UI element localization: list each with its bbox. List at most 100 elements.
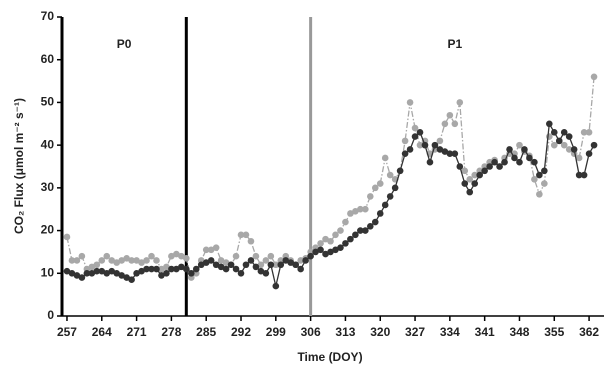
data-point — [531, 176, 538, 183]
data-point — [63, 267, 71, 275]
data-point — [362, 227, 369, 234]
data-point — [113, 259, 120, 266]
data-point — [78, 252, 86, 260]
data-point — [173, 250, 180, 258]
data-point — [362, 205, 369, 213]
data-point — [411, 124, 419, 132]
data-point — [163, 263, 170, 271]
y-tick-label: 20 — [41, 223, 55, 237]
data-point — [451, 150, 459, 157]
data-point — [118, 272, 125, 279]
data-point — [546, 133, 553, 140]
data-point — [307, 252, 314, 260]
data-point — [128, 257, 135, 264]
data-point — [451, 120, 459, 128]
data-point — [496, 163, 503, 170]
data-point — [272, 261, 280, 269]
data-point — [391, 184, 399, 192]
data-point — [242, 261, 250, 269]
data-point — [546, 120, 553, 128]
data-point — [406, 99, 414, 106]
data-point — [98, 267, 106, 275]
y-tick-label: 50 — [41, 95, 55, 109]
x-tick-label: 271 — [127, 325, 147, 339]
y-tick-label: 60 — [41, 52, 55, 66]
x-tick-label: 264 — [92, 325, 112, 339]
data-point — [153, 257, 160, 264]
data-point — [178, 252, 185, 260]
data-point — [227, 261, 235, 269]
data-point — [332, 231, 339, 239]
data-point — [376, 210, 384, 217]
data-point — [366, 193, 374, 200]
data-point — [376, 180, 384, 187]
x-tick-label: 292 — [231, 325, 251, 339]
x-tick-label: 299 — [266, 325, 286, 339]
data-point — [302, 257, 309, 264]
data-point — [83, 269, 91, 277]
data-point — [133, 257, 140, 264]
data-point — [580, 171, 588, 179]
data-point — [257, 261, 265, 269]
data-point — [536, 171, 543, 179]
data-point — [138, 259, 145, 266]
series-line — [66, 76, 595, 279]
data-point — [158, 265, 165, 273]
data-point — [143, 265, 150, 273]
data-point — [267, 261, 275, 269]
data-point — [297, 257, 304, 264]
data-point — [262, 257, 270, 264]
data-point — [163, 269, 170, 277]
data-point — [585, 150, 593, 157]
data-point — [88, 269, 96, 277]
x-tick-label: 341 — [475, 325, 495, 339]
data-point — [516, 141, 523, 149]
data-point — [297, 265, 304, 273]
x-tick-label: 362 — [579, 325, 599, 339]
data-point — [526, 154, 533, 162]
data-point — [78, 274, 86, 281]
data-point — [456, 99, 464, 106]
data-point — [108, 267, 116, 275]
data-point — [371, 218, 379, 226]
x-tick-label: 348 — [509, 325, 529, 339]
data-point — [565, 146, 573, 153]
data-point — [123, 274, 130, 281]
data-point — [73, 257, 81, 264]
data-point — [396, 167, 404, 175]
data-point — [237, 269, 245, 277]
data-point — [550, 141, 558, 149]
annotation: P0 — [117, 37, 132, 51]
data-point — [436, 137, 444, 145]
annotation: P1 — [447, 37, 462, 51]
data-point — [133, 269, 140, 277]
data-point — [461, 167, 469, 175]
data-point — [337, 244, 344, 251]
data-point — [183, 265, 190, 273]
x-axis-label: Time (DOY) — [297, 350, 362, 364]
data-point — [247, 237, 255, 245]
data-point — [192, 265, 200, 273]
data-point — [441, 148, 449, 155]
x-tick-label: 285 — [196, 325, 216, 339]
data-point — [292, 261, 300, 269]
data-point — [441, 120, 449, 128]
data-point — [332, 246, 339, 254]
data-point — [585, 129, 593, 136]
data-point — [411, 133, 419, 140]
data-point — [506, 146, 513, 153]
x-tick-label: 334 — [440, 325, 460, 339]
data-point — [207, 246, 215, 254]
data-point — [357, 205, 364, 213]
data-point — [103, 252, 111, 260]
y-tick-label: 70 — [41, 9, 55, 23]
data-point — [466, 176, 474, 183]
data-point — [207, 257, 215, 264]
data-point — [461, 180, 469, 187]
data-point — [381, 154, 389, 162]
data-point — [511, 154, 518, 162]
data-point — [187, 269, 195, 277]
data-point — [426, 158, 434, 166]
data-point — [128, 276, 135, 283]
